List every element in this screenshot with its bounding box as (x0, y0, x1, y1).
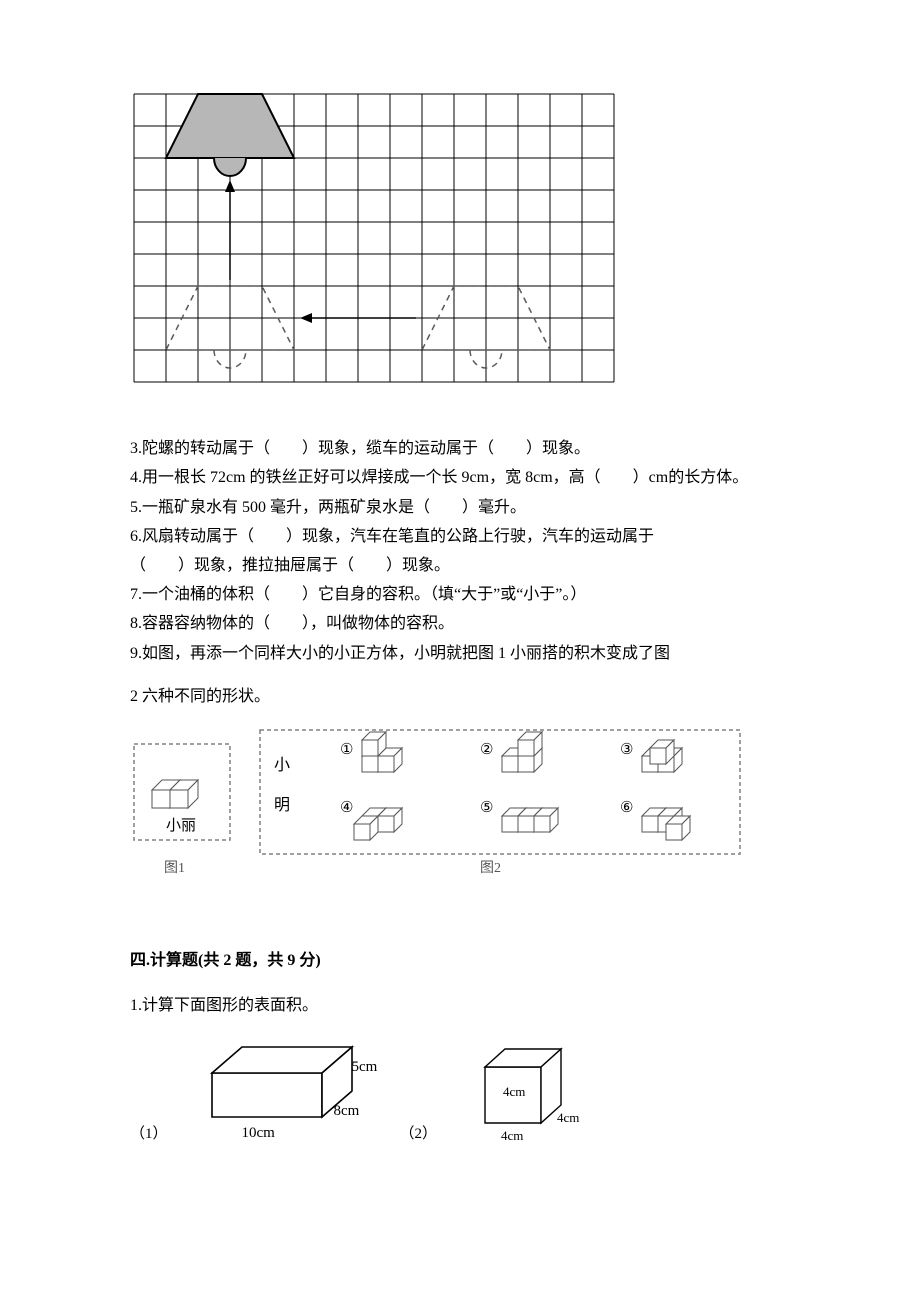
num-2: ② (480, 742, 493, 758)
question-7: 7.一个油桶的体积（ ）它自身的容积。（填“大于”或“小于”。） (130, 581, 790, 608)
num-4: ④ (340, 800, 353, 816)
question-8: 8.容器容纳物体的（ ），叫做物体的容积。 (130, 610, 790, 637)
cube-b: 4cm (557, 1107, 579, 1129)
num-3: ③ (620, 742, 633, 758)
cuboid-w: 8cm (334, 1099, 360, 1125)
label-xiaoli: 小丽 (166, 817, 196, 834)
question-6-line2: （ ）现象，推拉抽屉属于（ ）现象。 (130, 552, 790, 579)
question-9-line1: 9.如图，再添一个同样大小的小正方体，小明就把图 1 小丽搭的积木变成了图 (130, 640, 790, 667)
item-2-label: （2） (400, 1122, 438, 1148)
item-1-label: （1） (130, 1122, 168, 1148)
num-6: ⑥ (620, 800, 633, 816)
question-3: 3.陀螺的转动属于（ ）现象，缆车的运动属于（ ）现象。 (130, 435, 790, 462)
question-4: 4.用一根长 72cm 的铁丝正好可以焊接成一个长 9cm，宽 8cm，高（ ）… (130, 464, 790, 491)
surface-area-figures: （1） 5cm 8cm 10cm （2） 4cm (130, 1037, 790, 1147)
question-9-line2: 2 六种不同的形状。 (130, 683, 790, 710)
section-4-q1: 1.计算下面图形的表面积。 (130, 992, 790, 1019)
num-1: ① (340, 742, 353, 758)
cuboid-h: 5cm (352, 1055, 378, 1081)
question-5: 5.一瓶矿泉水有 500 毫升，两瓶矿泉水是（ ）毫升。 (130, 494, 790, 521)
label-xiaoming-2: 明 (274, 797, 290, 814)
cube-arrangements-figure: 小丽 图1 小 明 ① ② ③ ④ ⑤ ⑥ (130, 724, 790, 913)
question-6-line1: 6.风扇转动属于（ ）现象，汽车在笔直的公路上行驶，汽车的运动属于 (130, 523, 790, 550)
label-xiaoming-1: 小 (274, 756, 290, 774)
cuboid-l: 10cm (242, 1121, 275, 1147)
grid-translation-figure (130, 90, 790, 395)
section-4-title: 四.计算题(共 2 题，共 9 分) (130, 947, 790, 974)
cube-c: 4cm (501, 1125, 523, 1147)
num-5: ⑤ (480, 800, 493, 816)
cube-a: 4cm (503, 1081, 525, 1103)
caption-fig2: 图2 (480, 861, 501, 876)
caption-fig1: 图1 (164, 861, 185, 876)
